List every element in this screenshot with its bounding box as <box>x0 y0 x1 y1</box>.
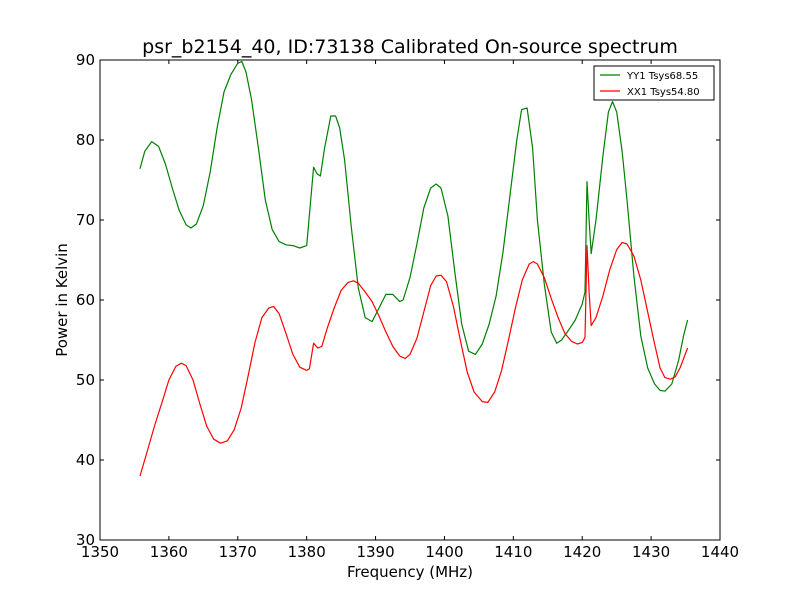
x-tick-label: 1430 <box>632 543 670 561</box>
x-axis-title: Frequency (MHz) <box>347 563 473 581</box>
y-tick-label: 30 <box>76 531 95 549</box>
y-tick-label: 40 <box>76 451 95 469</box>
legend: YY1 Tsys68.55 XX1 Tsys54.80 <box>593 65 715 101</box>
y-tick-label: 60 <box>76 291 95 309</box>
y-tick-label: 90 <box>76 51 95 69</box>
x-tick-label: 1440 <box>701 543 739 561</box>
plot-series <box>139 60 689 477</box>
plot-area-frame <box>99 59 721 541</box>
chart-title: psr_b2154_40, ID:73138 Calibrated On-sou… <box>142 36 678 58</box>
series-line-yy1 <box>139 60 689 392</box>
y-axis-title: Power in Kelvin <box>53 243 71 357</box>
y-tick-label: 50 <box>76 371 95 389</box>
x-tick-label: 1390 <box>356 543 394 561</box>
y-tick-label: 70 <box>76 211 95 229</box>
x-tick-label: 1410 <box>494 543 532 561</box>
x-tick-label: 1360 <box>150 543 188 561</box>
legend-label: XX1 Tsys54.80 <box>627 87 700 98</box>
x-tick-label: 1420 <box>563 543 601 561</box>
x-tick-label: 1380 <box>288 543 326 561</box>
series-line-xx1 <box>139 241 689 477</box>
x-tick-label: 1350 <box>81 543 119 561</box>
legend-label: YY1 Tsys68.55 <box>626 71 698 82</box>
legend-box <box>593 65 715 101</box>
y-tick-label: 80 <box>76 131 95 149</box>
x-tick-label: 1370 <box>219 543 257 561</box>
x-tick-label: 1400 <box>425 543 463 561</box>
axis-ticks: 1350 1360 1370 1380 1390 1400 1410 1420 1430 1440… <box>76 51 739 561</box>
